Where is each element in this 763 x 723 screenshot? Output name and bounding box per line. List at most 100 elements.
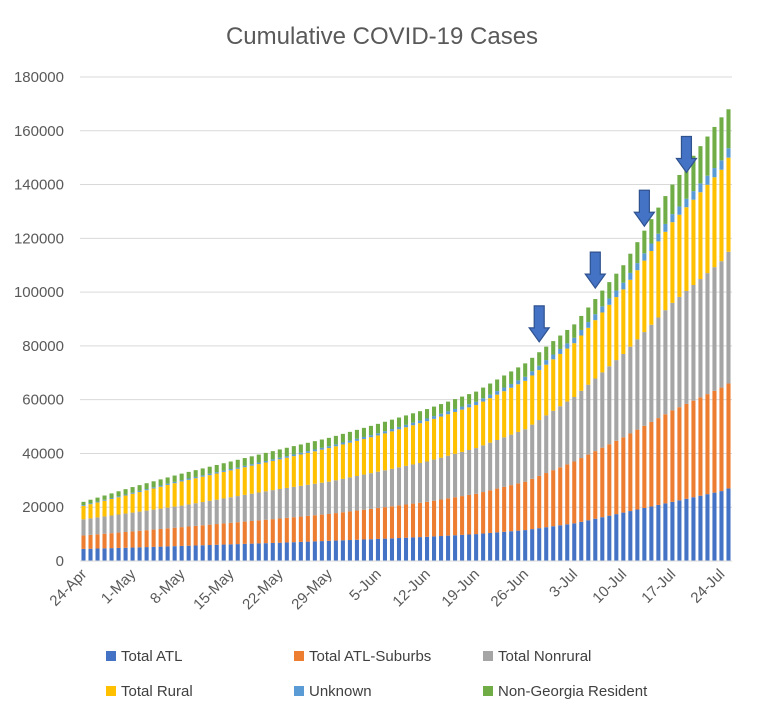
bar-segment-4 — [284, 456, 289, 458]
bar-segment-3 — [698, 192, 703, 280]
bar-segment-3 — [579, 335, 584, 391]
bar-segment-0 — [102, 548, 107, 561]
bar-segment-3 — [242, 467, 247, 495]
bar-segment-5 — [305, 442, 310, 452]
bar-segment-0 — [305, 541, 310, 561]
bar-segment-1 — [123, 532, 128, 548]
bar-segment-0 — [621, 512, 626, 561]
bar-segment-3 — [621, 289, 626, 354]
bar-segment-1 — [579, 458, 584, 522]
x-tick-label: 10-Jul — [589, 566, 630, 607]
down-arrow-icon — [633, 189, 656, 228]
bar-segment-1 — [691, 400, 696, 498]
bar-segment-4 — [537, 365, 542, 371]
bar-segment-0 — [347, 540, 352, 561]
bar-segment-3 — [382, 433, 387, 471]
y-tick-label: 0 — [56, 553, 64, 570]
bar-segment-1 — [172, 527, 177, 547]
bar-segment-1 — [298, 516, 303, 542]
bar-stack — [396, 417, 402, 561]
bar-segment-2 — [333, 480, 338, 514]
bar-segment-3 — [726, 157, 731, 252]
bar-segment-5 — [221, 463, 226, 471]
bar-segment-2 — [621, 353, 626, 438]
x-tick-label: 29-May — [288, 565, 336, 613]
bar-stack — [593, 299, 598, 561]
bar-segment-2 — [179, 505, 184, 528]
bar-segment-0 — [144, 547, 149, 561]
bar-segment-1 — [312, 515, 317, 542]
bar-segment-0 — [551, 526, 556, 561]
bar-segment-5 — [726, 109, 731, 149]
bar-segment-2 — [453, 453, 458, 498]
bar-segment-0 — [410, 537, 416, 561]
bar-segment-0 — [649, 506, 654, 561]
bar-segment-3 — [277, 459, 282, 489]
bar-stack — [586, 307, 591, 561]
bar-segment-5 — [663, 196, 668, 224]
bar-segment-4 — [242, 465, 247, 468]
bar-segment-5 — [179, 473, 184, 481]
bar-segment-0 — [425, 536, 430, 561]
bar-segment-4 — [256, 462, 261, 465]
bar-segment-4 — [270, 459, 275, 461]
bar-segment-0 — [389, 538, 395, 561]
bar-segment-1 — [228, 522, 233, 545]
bar-segment-4 — [123, 494, 128, 496]
bar-segment-1 — [88, 534, 93, 549]
bar-stack — [579, 315, 584, 561]
bar-segment-0 — [193, 545, 198, 561]
bar-stack — [446, 401, 451, 561]
bar-segment-2 — [649, 324, 654, 422]
bar-stack — [572, 324, 577, 561]
bar-segment-2 — [235, 496, 240, 523]
bar-segment-3 — [319, 449, 324, 483]
bar-segment-5 — [242, 458, 247, 466]
bar-segment-5 — [537, 352, 542, 366]
bar-segment-2 — [277, 488, 282, 519]
chart-title: Cumulative COVID-19 Cases — [226, 23, 538, 50]
bar-segment-2 — [572, 396, 577, 462]
bar-segment-0 — [628, 511, 633, 561]
bar-segment-3 — [102, 500, 107, 517]
legend-swatch — [483, 686, 493, 696]
bar-segment-0 — [361, 539, 366, 561]
bar-stack — [333, 435, 338, 561]
bar-stack — [656, 207, 661, 561]
bar-segment-2 — [530, 424, 535, 479]
bar-segment-4 — [453, 408, 458, 412]
bar-segment-5 — [270, 451, 275, 460]
bar-segment-4 — [305, 451, 310, 453]
axes: 24-Apr 1-May 8-May 15-May 22-May 29-May 5-Jun 1… — [46, 560, 732, 613]
y-tick-label: 60000 — [22, 392, 64, 409]
bar-segment-3 — [291, 456, 296, 487]
down-arrow-icon — [584, 251, 607, 290]
bar-segment-1 — [586, 454, 591, 521]
bar-stack — [158, 479, 163, 561]
bar-segment-1 — [151, 529, 156, 547]
bar-segment-0 — [95, 548, 100, 561]
bar-segment-5 — [642, 230, 647, 254]
bar-segment-3 — [137, 492, 142, 512]
bar-segment-3 — [474, 405, 479, 449]
bar-segment-1 — [368, 508, 373, 540]
bar-segment-5 — [389, 419, 395, 430]
bar-stack — [354, 429, 359, 561]
bar-segment-3 — [165, 484, 170, 508]
bar-segment-2 — [719, 261, 724, 388]
bar-segment-5 — [277, 449, 282, 458]
bar-segment-1 — [193, 525, 198, 546]
bar-segment-5 — [460, 396, 465, 407]
bar-segment-0 — [179, 545, 184, 561]
bar-stack — [481, 387, 486, 561]
bar-segment-0 — [298, 541, 303, 561]
bar-segment-4 — [109, 498, 114, 499]
bar-stack — [368, 425, 373, 561]
bar-segment-5 — [417, 411, 423, 421]
bar-segment-5 — [151, 481, 156, 488]
bar-segment-4 — [347, 440, 352, 443]
bar-stack — [270, 451, 275, 561]
bar-segment-0 — [684, 498, 689, 561]
bar-stack — [649, 219, 654, 561]
bar-segment-3 — [403, 427, 409, 466]
